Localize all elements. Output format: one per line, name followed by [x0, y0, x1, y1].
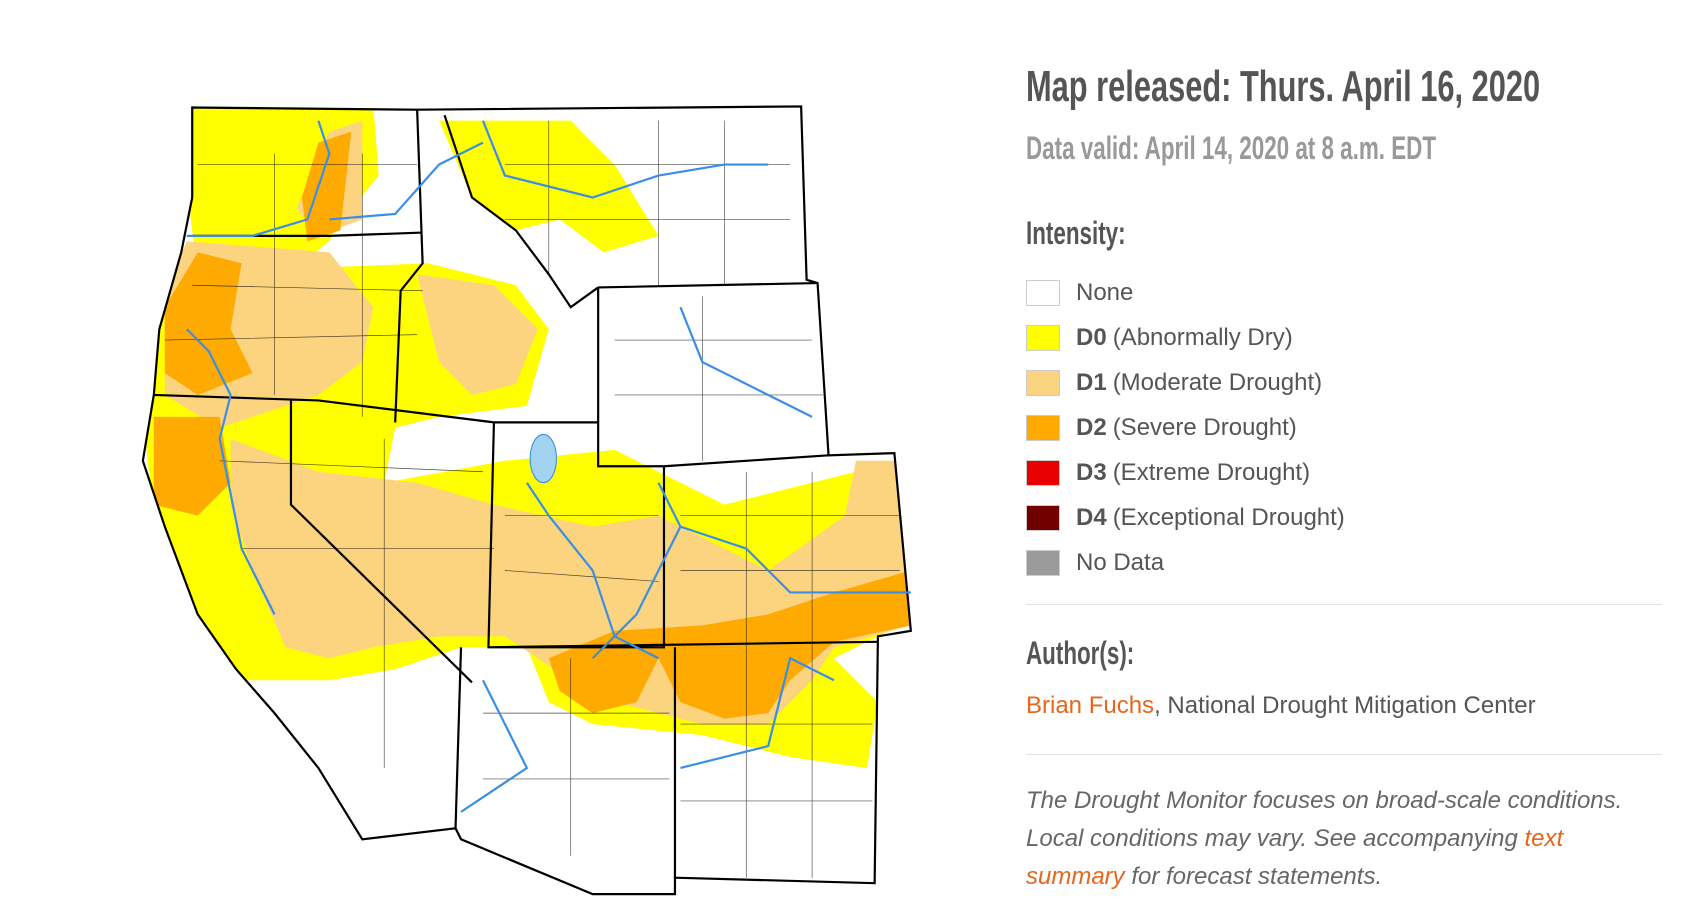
subtitle: Data valid: April 14, 2020 at 8 a.m. EDT	[1026, 130, 1437, 166]
affiliation: , National Drought Mitigation Center	[1154, 692, 1536, 719]
legend-swatch	[1026, 324, 1060, 351]
legend-swatch	[1026, 549, 1060, 576]
county-borders	[164, 120, 900, 878]
legend-item: D2 (Severe Drought)	[1026, 405, 1345, 450]
note-text: The Drought Monitor focuses on broad-sca…	[1026, 787, 1623, 852]
authors-title: Author(s):	[1026, 635, 1135, 671]
title: Map released: Thurs. April 16, 2020	[1026, 62, 1541, 111]
legend-code: D2	[1076, 413, 1107, 441]
lake	[529, 433, 558, 484]
separator	[1026, 754, 1662, 755]
legend-swatch	[1026, 459, 1060, 486]
legend-swatch	[1026, 504, 1060, 531]
note: The Drought Monitor focuses on broad-sca…	[1026, 782, 1666, 896]
legend-swatch	[1026, 369, 1060, 396]
legend-item: D0 (Abnormally Dry)	[1026, 315, 1345, 360]
drought-map	[141, 105, 913, 896]
author-link[interactable]: Brian Fuchs	[1026, 692, 1155, 719]
legend-label: No Data	[1076, 548, 1165, 576]
legend-item: No Data	[1026, 540, 1345, 585]
note-text: for forecast statements.	[1124, 863, 1383, 890]
legend-item: D4 (Exceptional Drought)	[1026, 495, 1345, 540]
legend: None D0 (Abnormally Dry) D1 (Moderate Drough…	[1026, 270, 1345, 585]
summary-link[interactable]: text summary	[1026, 825, 1564, 890]
legend-item: None	[1026, 270, 1345, 315]
legend-item: D1 (Moderate Drought)	[1026, 360, 1345, 405]
separator	[1026, 604, 1662, 605]
legend-label: (Moderate Drought)	[1112, 368, 1323, 396]
legend-label: None	[1076, 278, 1134, 306]
author: Brian Fuchs, National Drought Mitigation…	[1026, 692, 1536, 720]
state-borders	[141, 105, 913, 896]
legend-code: D1	[1076, 368, 1107, 396]
legend-title: Intensity:	[1026, 215, 1126, 251]
legend-label: (Severe Drought)	[1112, 413, 1297, 441]
rivers	[185, 120, 911, 813]
legend-label: (Extreme Drought)	[1112, 458, 1311, 486]
legend-code: D3	[1076, 458, 1107, 486]
legend-label: (Abnormally Dry)	[1112, 323, 1293, 351]
legend-swatch	[1026, 279, 1060, 306]
legend-code: D4	[1076, 503, 1107, 531]
legend-code: D0	[1076, 323, 1107, 351]
legend-label: (Exceptional Drought)	[1112, 503, 1345, 531]
legend-swatch	[1026, 414, 1060, 441]
legend-item: D3 (Extreme Drought)	[1026, 450, 1345, 495]
